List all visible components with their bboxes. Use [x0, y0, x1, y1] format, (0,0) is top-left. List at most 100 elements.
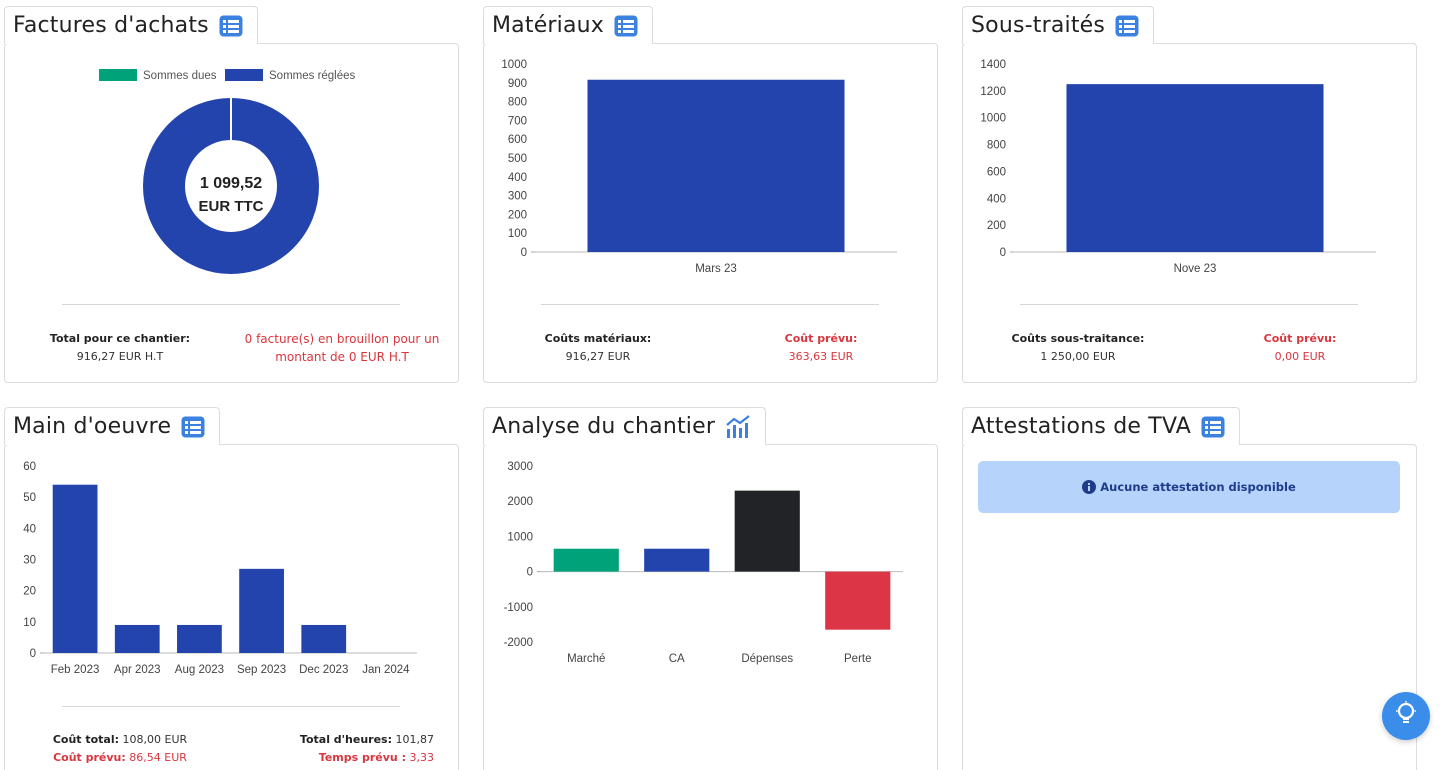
x-tick-label: Sep 2023 — [237, 664, 286, 676]
bar — [825, 571, 891, 630]
card-tab: Sous-traités — [962, 6, 1155, 44]
y-tick-label: 0 — [1000, 247, 1006, 259]
x-tick-label: Aug 2023 — [175, 664, 224, 676]
bar — [587, 79, 845, 252]
y-tick-label: 300 — [508, 191, 527, 203]
card-tab: Analyse du chantier — [483, 407, 767, 445]
materiaux-bar-chart: 0 100 200 300 400 500 600 700 800 900 1000 Mars 23 — [501, 59, 897, 275]
no-attestation-alert: Aucune attestation disponible — [978, 461, 1400, 513]
card-main-oeuvre: Main d'oeuvre 0 10 20 30 40 50 60 Feb 2023 Apr 2… — [4, 407, 459, 770]
x-tick-label: Apr 2023 — [114, 664, 161, 676]
y-tick-label: 60 — [23, 461, 36, 473]
legend-swatch — [99, 69, 137, 81]
y-tick-label: 0 — [521, 247, 527, 259]
card-title: Sous-traités — [971, 13, 1106, 38]
y-tick-label: 900 — [508, 78, 527, 90]
y-tick-label: 20 — [23, 586, 36, 598]
lightbulb-icon — [1394, 701, 1418, 731]
list-icon[interactable] — [1115, 15, 1139, 37]
bar — [52, 484, 98, 653]
planned-block: Coût prévu: 0,00 EUR — [1232, 330, 1368, 366]
x-tick-label: CA — [669, 653, 685, 665]
y-tick-label: 600 — [508, 134, 527, 146]
card-materiaux: Matériaux 0 100 200 300 400 500 600 700 800 900 10… — [483, 6, 938, 383]
bar — [734, 490, 800, 572]
x-tick-label: Mars 23 — [695, 263, 737, 275]
x-tick-label: Dec 2023 — [299, 664, 348, 676]
list-icon[interactable] — [219, 15, 243, 37]
x-tick-label: Marché — [567, 653, 605, 665]
y-tick-label: 700 — [508, 115, 527, 127]
total-label: Total pour ce chantier: — [49, 332, 191, 345]
y-tick-label: 800 — [987, 140, 1006, 152]
info-icon — [1082, 480, 1097, 494]
card-title: Main d'oeuvre — [13, 414, 172, 439]
bar — [239, 568, 284, 653]
cost-value: 1 250,00 EUR — [1040, 350, 1116, 363]
y-tick-label: 100 — [508, 228, 527, 240]
lightbulb-button[interactable] — [1382, 692, 1430, 740]
legend-label: Sommes dues — [143, 70, 217, 82]
y-tick-label: 2000 — [507, 496, 533, 508]
y-tick-label: 400 — [508, 172, 527, 184]
divider — [62, 304, 400, 305]
hours-line: Total d'heures: 101,87 — [299, 733, 434, 746]
planned-cost-line: Coût prévu: 86,54 EUR — [53, 751, 187, 764]
soustraites-bar-chart: 0 200 400 600 800 1000 1200 1400 Nove 23 — [980, 59, 1376, 275]
cost-label: Coûts sous-traitance: — [1011, 332, 1145, 345]
donut-chart: Sommes dues Sommes réglées 1 099,52 EUR T… — [99, 69, 356, 274]
total-block: Total pour ce chantier: 916,27 EUR H.T — [34, 330, 206, 366]
divider — [541, 304, 879, 305]
card-tab: Main d'oeuvre — [4, 407, 221, 445]
card-tab: Factures d'achats — [4, 6, 258, 44]
y-tick-label: 1400 — [980, 59, 1006, 71]
y-tick-label: 10 — [23, 617, 36, 629]
list-icon[interactable] — [614, 15, 638, 37]
draft-block: 0 facture(s) en brouillon pour un montan… — [234, 330, 450, 366]
y-tick-label: 1000 — [507, 531, 533, 543]
draft-line-2: montant de 0 EUR H.T — [275, 350, 409, 364]
x-tick-label: Perte — [844, 653, 872, 665]
bar — [1066, 84, 1324, 252]
list-icon[interactable] — [181, 416, 205, 438]
y-tick-label: 0 — [30, 648, 36, 660]
card-soustraites: Sous-traités 0 200 400 600 800 1000 1200 1400 No… — [962, 6, 1417, 383]
total-value: 916,27 EUR H.T — [76, 350, 164, 363]
x-tick-label: Nove 23 — [1174, 263, 1217, 275]
card-tab: Matériaux — [483, 6, 654, 44]
y-tick-label: 1000 — [501, 59, 527, 71]
y-tick-label: 500 — [508, 153, 527, 165]
legend-label: Sommes réglées — [269, 70, 356, 82]
main-oeuvre-bar-chart: 0 10 20 30 40 50 60 Feb 2023 Apr 2023 Aug 2023 Sep… — [23, 461, 417, 676]
bar — [644, 548, 710, 572]
card-tab: Attestations de TVA — [962, 407, 1241, 445]
card-title: Analyse du chantier — [492, 414, 716, 439]
y-tick-label: 30 — [23, 555, 36, 567]
y-tick-label: 600 — [987, 166, 1006, 178]
planned-block: Coût prévu: 363,63 EUR — [753, 330, 889, 366]
card-factures: Factures d'achats Sommes dues Sommes régl… — [4, 6, 459, 383]
y-tick-label: -2000 — [504, 637, 533, 649]
analyse-bar-chart: -2000 -1000 0 1000 2000 3000 Marché CA Dépenses P… — [504, 461, 903, 665]
legend-swatch — [225, 69, 263, 81]
cost-block: Coûts sous-traitance: 1 250,00 EUR — [998, 330, 1158, 366]
cost-block: Coûts matériaux: 916,27 EUR — [523, 330, 673, 366]
donut-center-unit: EUR TTC — [199, 198, 264, 215]
chart-line-icon[interactable] — [725, 414, 751, 439]
planned-value: 0,00 EUR — [1274, 350, 1326, 363]
card-tva: Attestations de TVA Aucune attestation d… — [962, 407, 1417, 770]
x-tick-label: Jan 2024 — [362, 664, 410, 676]
bar — [114, 624, 160, 653]
bar — [177, 624, 222, 653]
y-tick-label: 800 — [508, 97, 527, 109]
divider — [62, 706, 400, 707]
y-tick-label: 1000 — [980, 113, 1006, 125]
card-title: Matériaux — [492, 13, 605, 38]
list-icon[interactable] — [1201, 416, 1225, 438]
y-tick-label: 200 — [987, 220, 1006, 232]
total-cost-line: Coût total: 108,00 EUR — [52, 733, 188, 746]
donut-center-value: 1 099,52 — [200, 175, 262, 192]
card-analyse: Analyse du chantier -2000 -1000 0 1000 2000 3… — [483, 407, 938, 770]
planned-label: Coût prévu: — [784, 332, 858, 345]
y-tick-label: 50 — [23, 492, 36, 504]
